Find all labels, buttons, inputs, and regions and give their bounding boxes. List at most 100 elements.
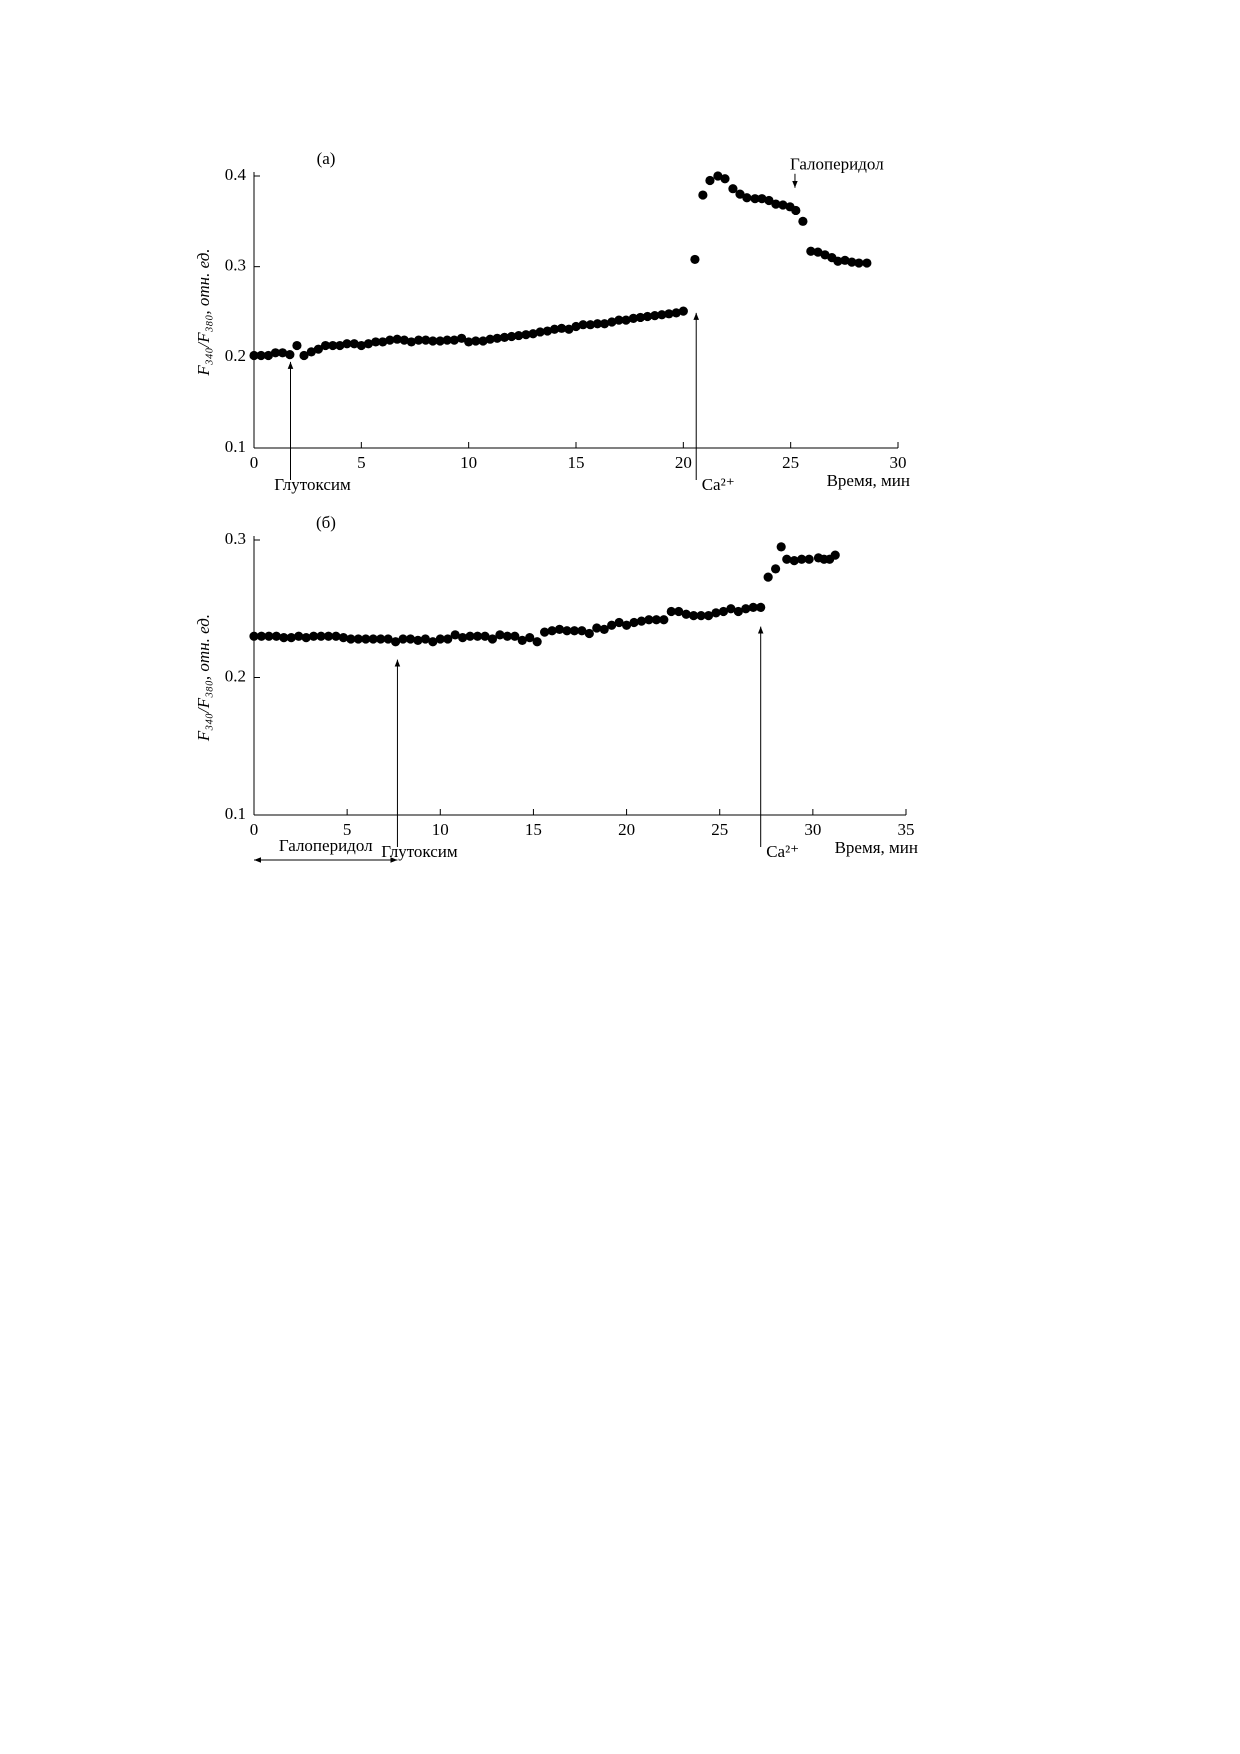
data-point (607, 620, 617, 630)
data-point (636, 616, 647, 626)
annotation-label: Глутоксим (381, 842, 458, 861)
data-point (651, 615, 661, 625)
data-point (478, 336, 488, 346)
data-point (465, 631, 475, 641)
data-point (502, 631, 512, 641)
annotation-label: Галоперидол (790, 155, 884, 174)
data-point (313, 344, 323, 354)
data-point (592, 623, 602, 633)
data-point (644, 615, 654, 625)
data-point (650, 311, 660, 321)
data-point (399, 335, 409, 345)
y-axis-label: F₃₄₀/F₃₈₀, отн. ед. (194, 614, 213, 742)
data-point (703, 611, 714, 621)
data-point (279, 633, 289, 643)
data-point (450, 630, 460, 640)
data-point (735, 189, 745, 199)
data-point (456, 333, 467, 343)
data-point (435, 634, 445, 644)
data-point (862, 258, 872, 268)
data-point (249, 350, 259, 361)
data-point (390, 637, 401, 647)
x-tick-label: 15 (525, 820, 542, 839)
x-tick-label: 25 (711, 820, 728, 839)
data-point (535, 327, 545, 337)
data-point (270, 348, 281, 358)
x-tick-label: 30 (890, 453, 907, 472)
data-point (292, 340, 302, 351)
data-point (356, 340, 366, 351)
data-point (406, 337, 416, 347)
data-point (562, 626, 572, 636)
x-tick-label: 35 (898, 820, 915, 839)
data-point (771, 564, 781, 574)
data-point (690, 254, 700, 265)
data-point (398, 634, 408, 644)
y-tick-label: 0.3 (225, 256, 246, 275)
data-point (742, 193, 752, 203)
data-point (346, 634, 356, 644)
data-point (718, 606, 729, 617)
data-point (681, 609, 691, 619)
data-point (789, 556, 799, 566)
data-point (797, 554, 807, 564)
x-tick-label: 15 (568, 453, 585, 472)
data-point (485, 334, 495, 344)
data-point (323, 631, 334, 641)
data-point (328, 340, 338, 351)
data-point (472, 631, 483, 641)
data-point (830, 550, 840, 560)
x-tick-label: 25 (782, 453, 799, 472)
data-point (449, 335, 459, 345)
data-point (804, 554, 814, 564)
data-point (585, 320, 595, 330)
data-point (705, 175, 715, 186)
data-point (532, 637, 542, 647)
data-point (342, 339, 352, 349)
data-point (757, 194, 767, 204)
annotation-label: Ca²⁺ (766, 842, 799, 861)
data-point (674, 606, 684, 617)
y-tick-label: 0.2 (225, 346, 246, 365)
data-point (361, 634, 371, 644)
data-point (698, 190, 708, 200)
data-point (791, 205, 801, 216)
data-point (256, 631, 267, 641)
data-point (763, 572, 773, 582)
data-point (728, 184, 738, 194)
data-point (405, 634, 416, 644)
data-point (540, 627, 550, 637)
data-point (689, 611, 699, 621)
data-point (711, 608, 721, 618)
data-point (782, 554, 792, 564)
data-point (726, 604, 736, 614)
data-point (335, 340, 345, 351)
data-point (549, 324, 560, 334)
data-point (696, 611, 706, 621)
data-point (363, 339, 374, 349)
data-point (301, 633, 311, 643)
data-point (464, 337, 474, 347)
data-point (599, 624, 609, 634)
data-point (664, 309, 674, 319)
data-point (771, 199, 781, 209)
y-tick-label: 0.3 (225, 529, 246, 548)
data-point (392, 334, 402, 344)
data-point (294, 631, 304, 641)
panel-label: (а) (317, 149, 336, 168)
data-point (569, 626, 580, 636)
data-point (349, 339, 359, 349)
x-tick-label: 30 (804, 820, 821, 839)
data-point (528, 329, 538, 339)
data-point (542, 326, 553, 336)
data-point (286, 633, 296, 643)
data-point (435, 336, 445, 346)
data-point (507, 331, 517, 342)
x-tick-label: 20 (618, 820, 635, 839)
data-point (629, 617, 639, 628)
data-point (471, 336, 481, 346)
data-point (458, 633, 468, 643)
data-point (776, 542, 786, 552)
data-point (806, 246, 816, 256)
data-point (621, 315, 631, 325)
